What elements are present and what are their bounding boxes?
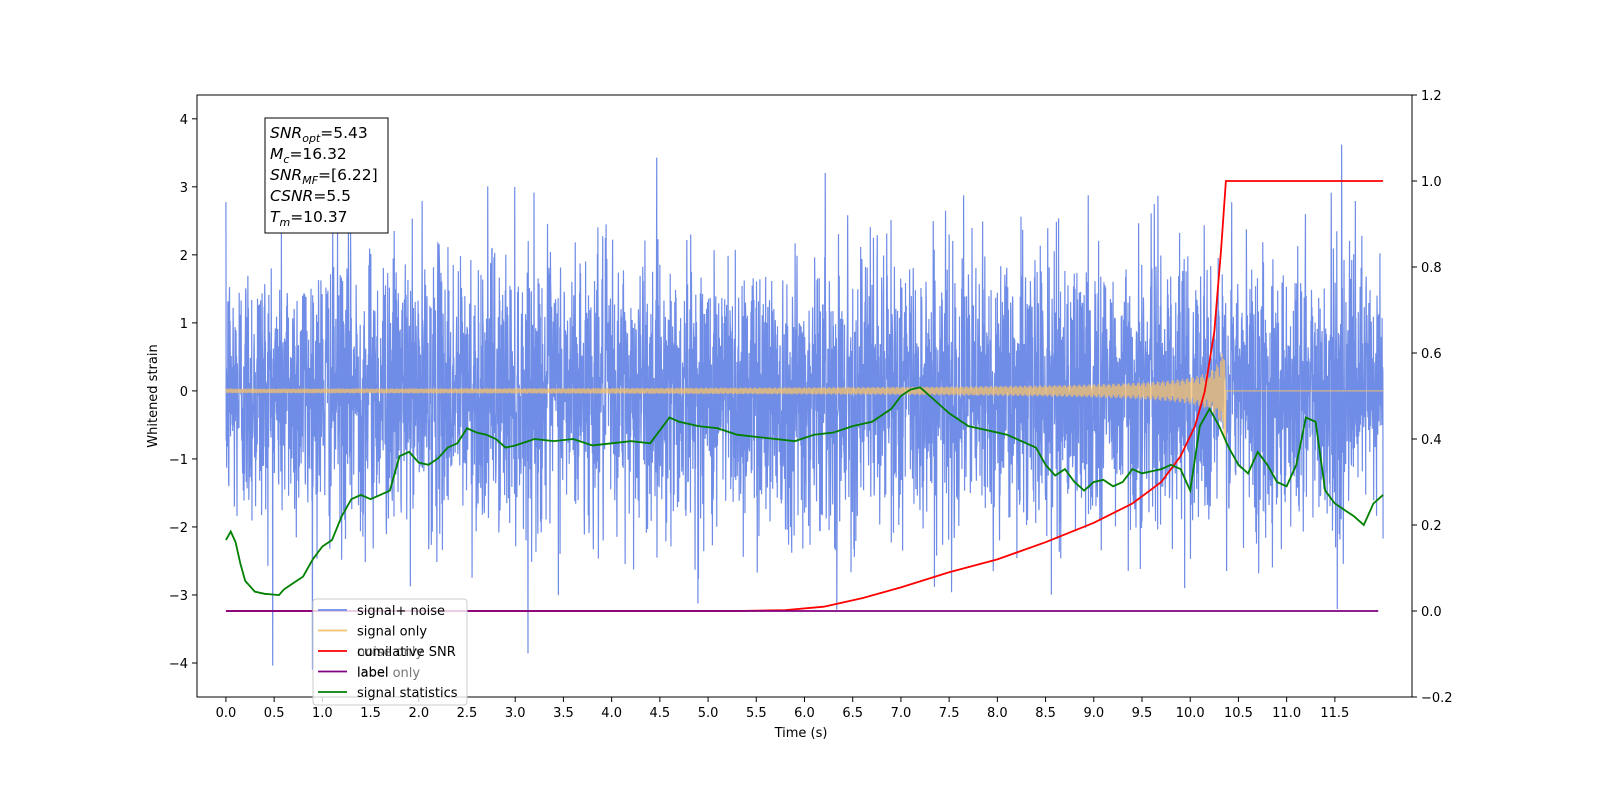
legend-label: signal+ noise [357,604,445,619]
legend-label: cumilative SNR [357,645,456,660]
y-left-tick-label: 1 [180,317,188,332]
legend-label: label [357,666,388,681]
y-left-tick-label: 3 [180,181,188,196]
x-tick-label: 5.0 [698,706,719,721]
legend-hidden-label: label only [357,666,420,681]
x-tick-label: 0.5 [264,706,285,721]
x-tick-label: 4.0 [601,706,622,721]
annotation-line: SNRMF=[6.22] [270,166,378,187]
y-left-tick-label: −1 [169,453,188,468]
series-cumilative-snr [225,180,1384,612]
x-tick-label: 9.5 [1132,706,1153,721]
y-left-tick-label: 0 [180,385,188,400]
y-left-tick-label: 2 [180,249,188,264]
x-tick-label: 8.5 [1035,706,1056,721]
series-signal-only [225,353,1384,444]
x-tick-label: 1.0 [312,706,333,721]
y-right-tick-label: 0.2 [1421,519,1442,534]
legend-hidden-label: noise only [357,645,424,660]
x-tick-label: 7.5 [939,706,960,721]
annotation-line: Tm=10.37 [270,208,348,229]
y-right-tick-label: 0.4 [1421,433,1442,448]
x-tick-label: 9.0 [1083,706,1104,721]
x-tick-label: 11.0 [1272,706,1301,721]
legend-label: signal statistics [357,686,458,701]
x-tick-label: 7.0 [891,706,912,721]
x-tick-label: 2.0 [408,706,429,721]
x-tick-label: 3.0 [505,706,526,721]
y-axis-label: Whitened strain [146,344,161,447]
x-tick-label: 0.0 [216,706,237,721]
x-tick-label: 1.5 [360,706,381,721]
x-tick-label: 5.5 [746,706,767,721]
y-right-tick-label: 1.0 [1421,175,1442,190]
legend-frame [312,598,468,706]
legend-label: signal only [357,625,427,640]
x-axis-label: Time (s) [774,726,828,741]
legend: noise only label only signal+ noise signal … [312,598,468,706]
x-tick-label: 11.5 [1320,706,1349,721]
y-right-tick-label: 0.0 [1421,605,1442,620]
x-tick-label: 10.5 [1224,706,1253,721]
x-tick-label: 2.5 [457,706,478,721]
x-tick-label: 4.5 [650,706,671,721]
axis-ticks: 0.0 0.5 1.0 1.5 2.0 2.5 3.0 3.5 4.0 4.5 5.0 5.5 6.0 6… [169,89,1453,721]
y-right-tick-label: 0.6 [1421,347,1442,362]
x-tick-label: 6.0 [794,706,815,721]
x-tick-label: 10.0 [1176,706,1205,721]
annotation-line: SNRopt=5.43 [270,124,368,145]
y-left-tick-label: −3 [169,589,188,604]
x-tick-label: 3.5 [553,706,574,721]
y-left-tick-label: −4 [169,657,188,672]
x-tick-label: 8.0 [987,706,1008,721]
plot-area [225,144,1384,670]
y-right-tick-label: −0.2 [1421,691,1453,706]
y-right-tick-label: 1.2 [1421,89,1442,104]
y-right-tick-label: 0.8 [1421,261,1442,276]
annotation-line: CSNR=5.5 [270,187,351,205]
series-signal-statistics [225,386,1384,597]
y-left-tick-label: 4 [180,113,188,128]
annotation-line: Mc=16.32 [270,145,347,166]
x-tick-label: 6.5 [842,706,863,721]
y-left-tick-label: −2 [169,521,188,536]
series-signal-noise [225,144,1384,670]
annotation-frame [264,117,389,234]
